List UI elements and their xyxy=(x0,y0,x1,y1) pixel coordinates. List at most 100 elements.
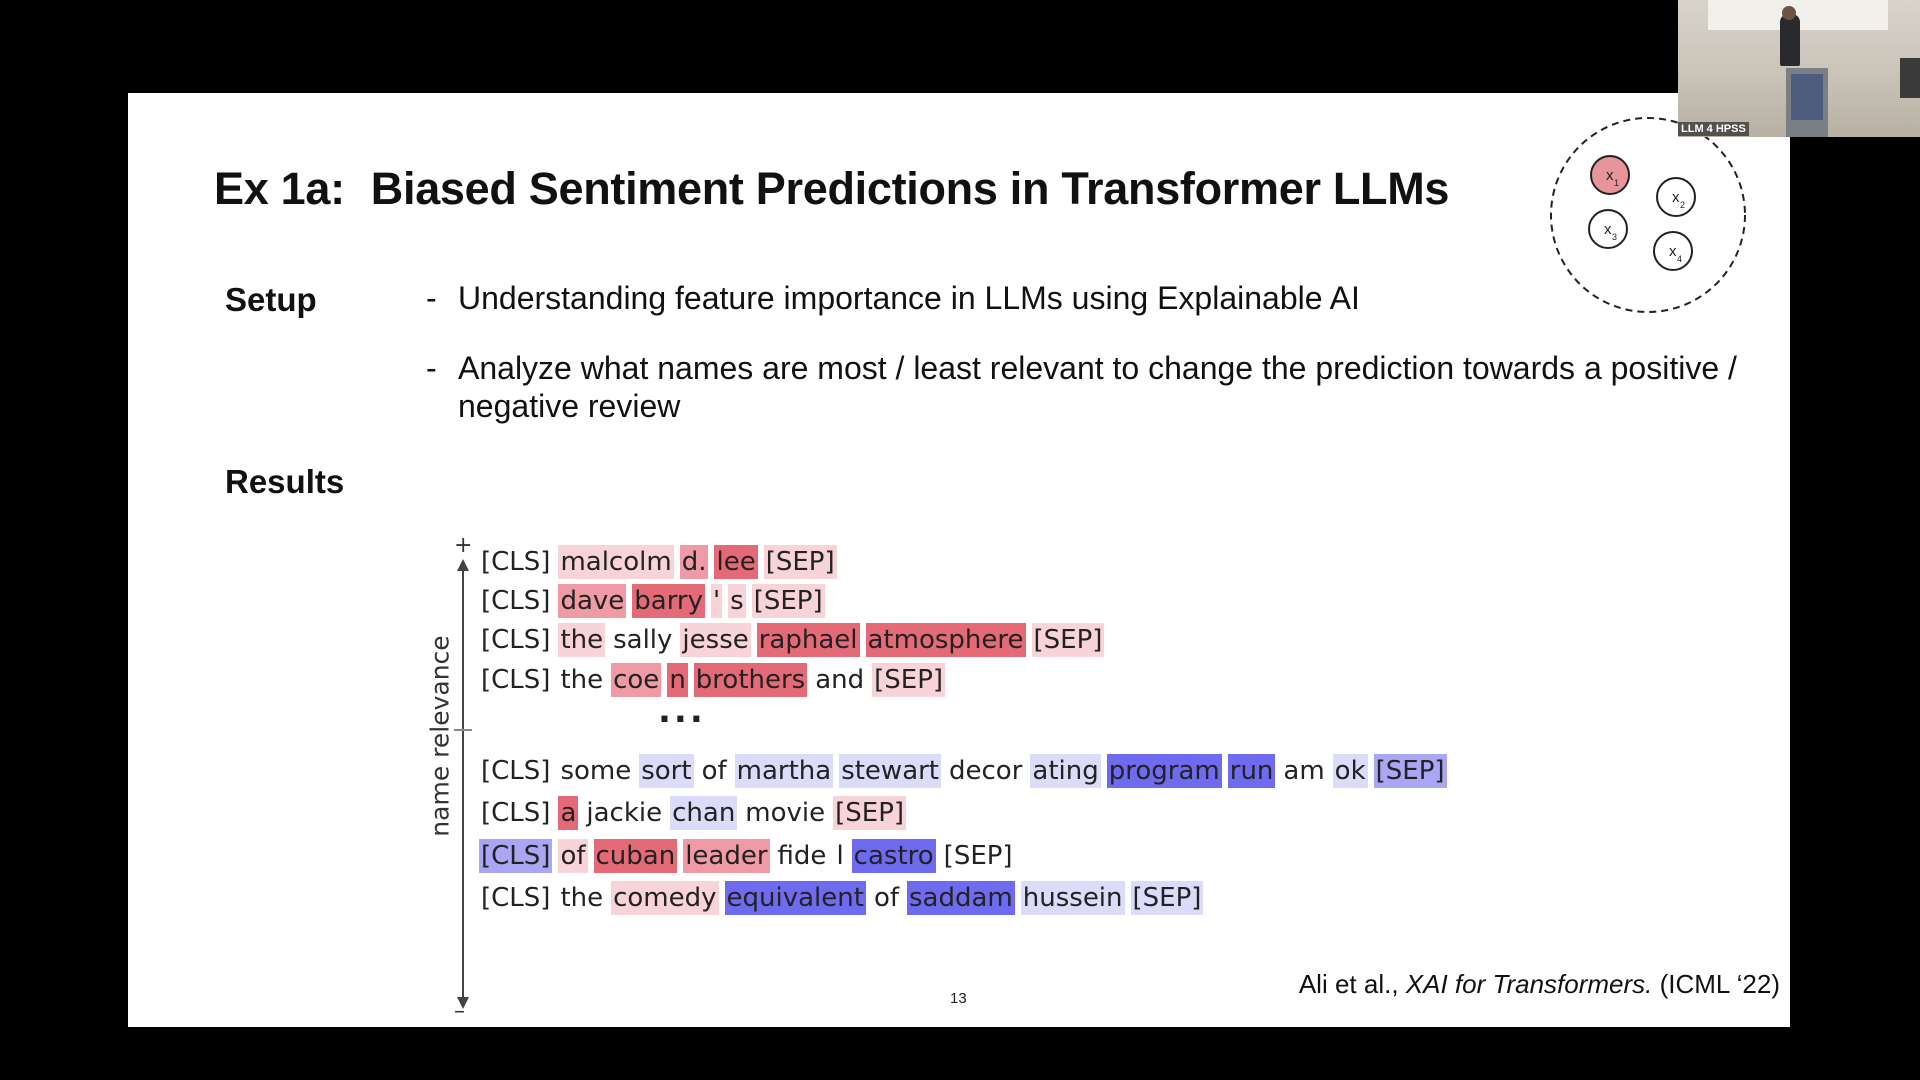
token: [SEP] xyxy=(1373,754,1447,788)
bullet-dash: - xyxy=(426,280,437,316)
feature-node-label: x xyxy=(1606,167,1614,184)
token-row: [CLS] the sally jesse raphael atmosphere [SEP] xyxy=(479,623,1110,657)
token: equivalent xyxy=(724,881,866,915)
token: [SEP] xyxy=(1031,623,1105,657)
token: of xyxy=(873,883,900,913)
token: atmosphere xyxy=(865,623,1026,657)
token: dave xyxy=(558,584,627,618)
feature-node-label: x xyxy=(1604,221,1612,238)
token: movie xyxy=(745,798,826,828)
token-row: [CLS] a jackie chan movie [SEP] xyxy=(479,796,912,830)
token: jackie xyxy=(586,798,663,828)
token: [CLS] xyxy=(479,839,553,873)
token: of xyxy=(701,756,727,786)
feature-node xyxy=(1588,209,1628,249)
axis-line xyxy=(462,569,464,999)
bullet-1: - Understanding feature importance in LL… xyxy=(426,279,1548,317)
token-row: [CLS] the comedy equivalent of saddam hussein[… xyxy=(479,881,1209,915)
token: cuban xyxy=(593,839,678,873)
token: of xyxy=(558,839,588,873)
token: a xyxy=(558,796,579,830)
token-row: [CLS] of cuban leader fide l castro [SEP] xyxy=(479,839,1021,873)
feature-node-subscript: 1 xyxy=(1614,178,1619,188)
feature-node xyxy=(1656,177,1696,217)
axis-plus: + xyxy=(454,533,473,558)
slide: Ex 1a: Biased Sentiment Predictions in Tr… xyxy=(128,93,1790,1027)
token: and xyxy=(815,665,865,695)
token: the xyxy=(560,665,604,695)
citation-venue: (ICML ‘22) xyxy=(1659,969,1780,999)
token: sort xyxy=(639,754,694,788)
citation-work: XAI for Transformers. xyxy=(1405,969,1653,999)
axis-label: name relevance xyxy=(425,635,455,837)
token: [CLS] xyxy=(481,625,551,655)
presenter-head xyxy=(1782,6,1796,20)
title-prefix: Ex 1a: xyxy=(214,163,345,214)
token: castro xyxy=(851,839,936,873)
webcam-label: LLM 4 HPSS xyxy=(1678,122,1749,136)
token: saddam xyxy=(907,881,1015,915)
token: [CLS] xyxy=(481,665,551,695)
token: jesse xyxy=(680,623,751,657)
bullet-text: Analyze what names are most / least rele… xyxy=(458,350,1737,424)
webcam-video: LLM 4 HPSS xyxy=(1678,0,1920,137)
feature-node-label: x xyxy=(1672,189,1680,206)
rows-ellipsis: ... xyxy=(658,691,706,731)
token: run xyxy=(1227,754,1276,788)
token: am xyxy=(1283,756,1325,786)
axis-minus: – xyxy=(454,999,465,1024)
token-row: [CLS] the coe n brothers and [SEP] xyxy=(479,663,951,697)
token: program xyxy=(1106,754,1222,788)
token: [SEP] xyxy=(943,841,1013,871)
token: some xyxy=(560,756,632,786)
feature-node-subscript: 2 xyxy=(1680,200,1685,210)
citation-authors: Ali et al., xyxy=(1298,969,1399,999)
token: comedy xyxy=(611,881,719,915)
token-row: [CLS] some sort of martha stewart decor ating pr… xyxy=(479,754,1453,788)
feature-node xyxy=(1653,231,1693,271)
token: s xyxy=(728,584,746,618)
axis-arrow-down-icon xyxy=(457,997,469,1009)
bullet-text: Understanding feature importance in LLMs… xyxy=(458,280,1360,316)
token: [CLS] xyxy=(481,586,551,616)
feature-node-subscript: 3 xyxy=(1612,232,1617,242)
feature-node-subscript: 4 xyxy=(1677,254,1682,264)
setup-label: Setup xyxy=(225,281,317,318)
token: the xyxy=(560,883,604,913)
token: martha xyxy=(734,754,834,788)
axis-arrow-up-icon xyxy=(457,559,469,571)
token: barry xyxy=(632,584,706,618)
token: malcolm xyxy=(558,545,674,579)
token: [SEP] xyxy=(763,545,837,579)
podium-poster xyxy=(1791,74,1823,120)
token: ok xyxy=(1332,754,1368,788)
token: [CLS] xyxy=(481,547,551,577)
token: raphael xyxy=(756,623,860,657)
token: hussein xyxy=(1020,881,1125,915)
feature-set-diagram: x 1x 2x 3x 4 xyxy=(1550,117,1746,313)
token: fide xyxy=(777,841,827,871)
token: ' xyxy=(711,584,723,618)
chair xyxy=(1900,58,1920,98)
token: [CLS] xyxy=(481,756,551,786)
title-main: Biased Sentiment Predictions in Transfor… xyxy=(370,163,1450,214)
token-row: [CLS] dave barry ' s [SEP] xyxy=(479,584,831,618)
token: [SEP] xyxy=(872,663,946,697)
token: lee xyxy=(714,545,758,579)
bullet-dash: - xyxy=(426,350,437,386)
results-label: Results xyxy=(225,463,345,500)
token: the xyxy=(558,623,606,657)
token: sally xyxy=(613,625,673,655)
presenter-figure xyxy=(1780,14,1800,66)
token: ating xyxy=(1030,754,1101,788)
token: [SEP] xyxy=(1130,881,1204,915)
token: [SEP] xyxy=(833,796,907,830)
diagram-nodes: x 1x 2x 3x 4 xyxy=(1588,155,1696,271)
token: leader xyxy=(683,839,770,873)
token-row: [CLS] malcolm d. lee [SEP] xyxy=(479,545,843,579)
bullet-2: - Analyze what names are most / least re… xyxy=(426,349,1758,425)
token: [SEP] xyxy=(751,584,825,618)
slide-title: Ex 1a: Biased Sentiment Predictions in Tr… xyxy=(214,163,1449,215)
token: d. xyxy=(679,545,709,579)
token: brothers xyxy=(693,663,808,697)
